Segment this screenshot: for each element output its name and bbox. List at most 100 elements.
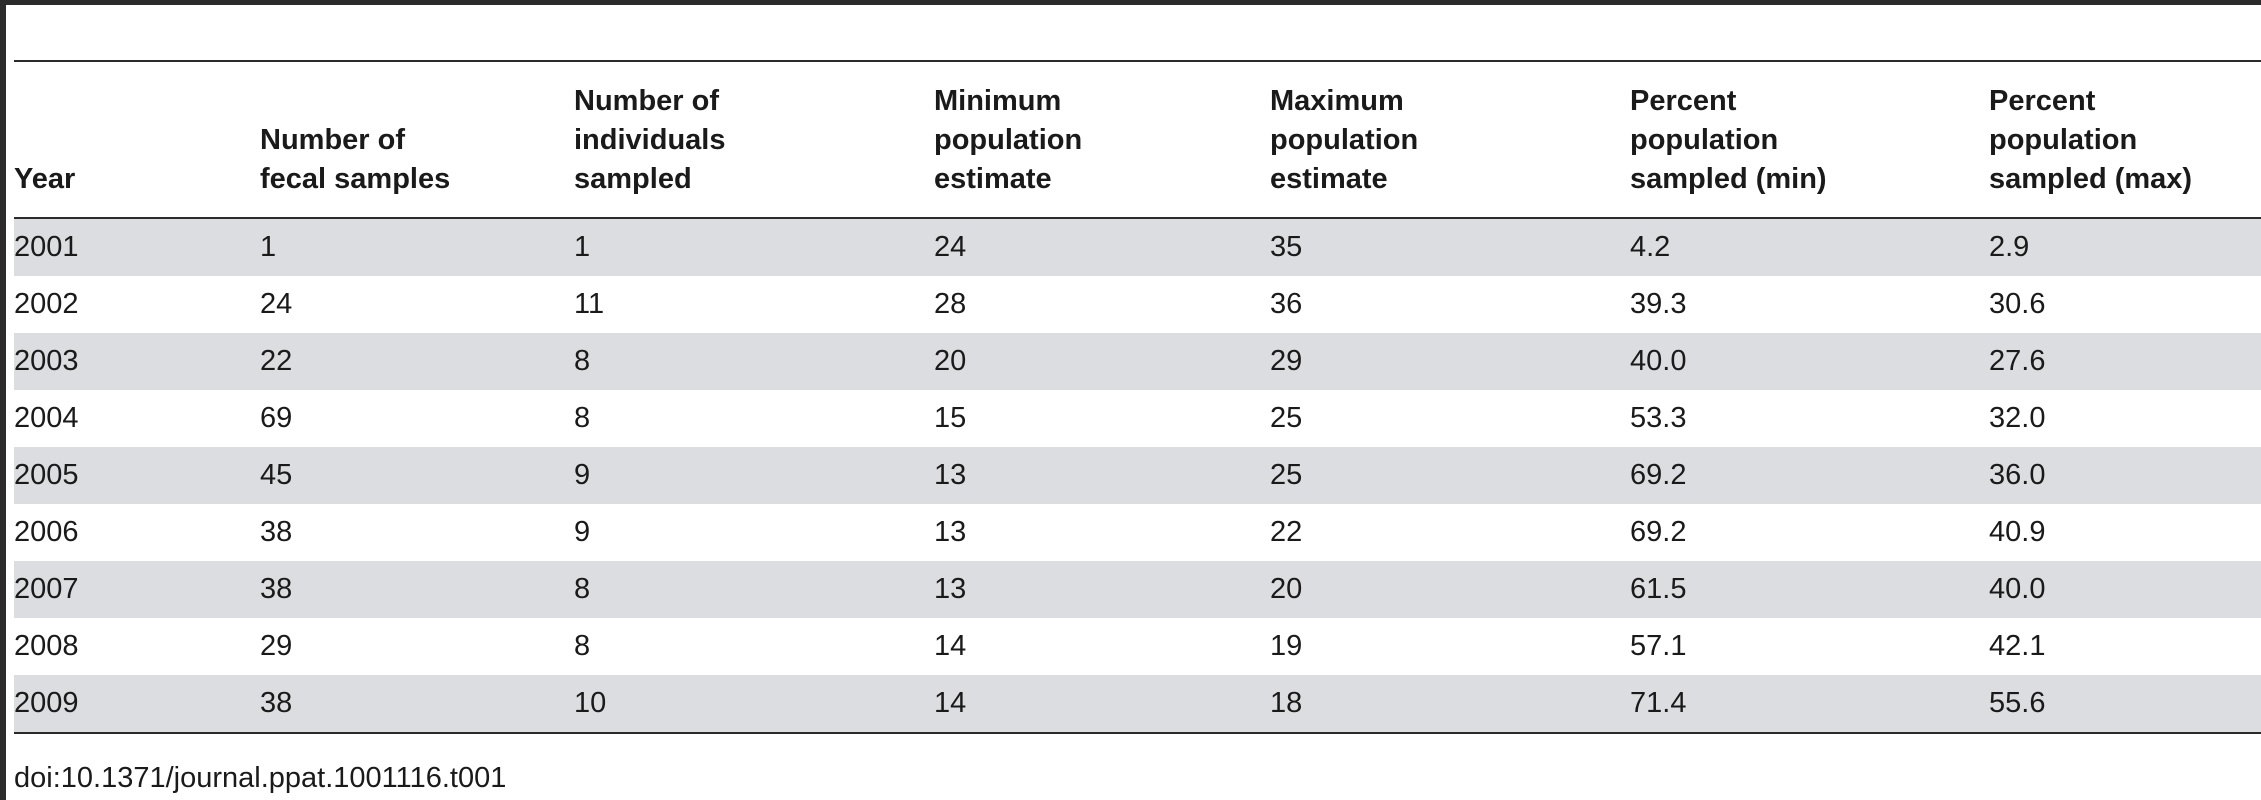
table-row: 2009 38 10 14 18 71.4 55.6 [14,675,2261,733]
cell-fecal-samples: 38 [260,516,293,548]
header-line: sampled (min) [1630,163,1827,195]
header-max-population: Maximum population estimate [1270,61,1630,218]
cell-year: 2005 [14,447,260,504]
cell-fecal-samples: 38 [260,675,574,733]
header-individuals-sampled: Number of individuals sampled [574,61,934,218]
header-line: population [934,124,1083,156]
cell-fecal-samples: 38 [260,561,574,618]
header-line: individuals [574,124,726,156]
header-line: population [1270,124,1419,156]
table-row: 2006 38 9 13 22 69.2 40.9 [14,504,2261,561]
cell-min-population: 24 [934,218,1270,276]
cell-individuals-sampled: 8 [574,402,591,434]
cell-max-population: 29 [1270,333,1630,390]
header-line: fecal samples [260,163,451,195]
table-row: 2004 69 8 15 25 53.3 32.0 [14,390,2261,447]
cell-percent-min: 4.2 [1630,218,1989,276]
cell-year: 2003 [14,333,260,390]
cell-year: 2006 [14,516,79,548]
cell-year: 2004 [14,402,79,434]
header-line: estimate [934,163,1052,195]
cell-individuals-sampled: 11 [574,288,605,320]
left-border [0,0,6,800]
cell-min-population: 14 [934,675,1270,733]
data-table: Year Number of fecal samples Number of i… [14,60,2261,734]
header-line: population [1630,124,1779,156]
cell-max-population: 36 [1270,288,1303,320]
header-percent-min: Percent population sampled (min) [1630,61,1989,218]
cell-individuals-sampled: 10 [574,675,934,733]
cell-year: 2001 [14,218,260,276]
cell-individuals-sampled: 9 [574,516,591,548]
table-row: 2001 1 1 24 35 4.2 2.9 [14,218,2261,276]
cell-individuals-sampled: 1 [574,218,934,276]
cell-percent-min: 69.2 [1630,447,1989,504]
cell-max-population: 18 [1270,675,1630,733]
cell-max-population: 35 [1270,218,1630,276]
cell-individuals-sampled: 8 [574,333,934,390]
cell-min-population: 15 [934,402,967,434]
cell-percent-max: 36.0 [1989,447,2261,504]
cell-percent-min: 57.1 [1630,630,1687,662]
header-line: estimate [1270,163,1388,195]
table-row: 2007 38 8 13 20 61.5 40.0 [14,561,2261,618]
cell-max-population: 19 [1270,630,1303,662]
cell-percent-min: 69.2 [1630,516,1687,548]
header-fecal-samples: Number of fecal samples [260,61,574,218]
cell-percent-max: 30.6 [1989,288,2046,320]
cell-fecal-samples: 69 [260,402,293,434]
cell-min-population: 14 [934,630,967,662]
cell-year: 2002 [14,288,79,320]
header-year: Year [14,61,260,218]
cell-min-population: 13 [934,561,1270,618]
table-header: Year Number of fecal samples Number of i… [14,61,2261,218]
cell-min-population: 20 [934,333,1270,390]
cell-fecal-samples: 1 [260,218,574,276]
header-line: Number of [574,85,719,117]
cell-individuals-sampled: 9 [574,447,934,504]
table-row: 2003 22 8 20 29 40.0 27.6 [14,333,2261,390]
cell-percent-min: 71.4 [1630,675,1989,733]
cell-max-population: 25 [1270,447,1630,504]
table-row: 2005 45 9 13 25 69.2 36.0 [14,447,2261,504]
cell-percent-max: 40.9 [1989,516,2046,548]
table-body: 2001 1 1 24 35 4.2 2.9 2002 24 11 28 36 … [14,218,2261,733]
cell-percent-max: 42.1 [1989,630,2046,662]
cell-percent-max: 32.0 [1989,402,2046,434]
header-percent-max: Percent population sampled (max) [1989,61,2261,218]
cell-individuals-sampled: 8 [574,630,591,662]
cell-individuals-sampled: 8 [574,561,934,618]
cell-year: 2009 [14,675,260,733]
cell-fecal-samples: 24 [260,288,293,320]
cell-max-population: 22 [1270,516,1303,548]
top-border [0,0,2261,5]
header-line: Percent [1630,85,1737,117]
cell-min-population: 13 [934,447,1270,504]
header-line: sampled (max) [1989,163,2193,195]
cell-percent-min: 39.3 [1630,288,1687,320]
header-line: sampled [574,163,692,195]
cell-percent-min: 40.0 [1630,333,1989,390]
cell-percent-min: 53.3 [1630,402,1687,434]
header-line: population [1989,124,2138,156]
header-line: Maximum [1270,85,1404,117]
header-line: Minimum [934,85,1062,117]
cell-min-population: 13 [934,516,967,548]
cell-percent-max: 40.0 [1989,561,2261,618]
cell-year: 2008 [14,630,79,662]
table-row: 2008 29 8 14 19 57.1 42.1 [14,618,2261,675]
header-line: Number of [260,124,405,156]
header-line: Percent [1989,85,2096,117]
cell-percent-max: 27.6 [1989,333,2261,390]
data-table-container: Year Number of fecal samples Number of i… [14,60,2261,734]
cell-max-population: 25 [1270,402,1303,434]
doi-footnote[interactable]: doi:10.1371/journal.ppat.1001116.t001 [14,762,507,794]
cell-percent-max: 55.6 [1989,675,2261,733]
cell-fecal-samples: 29 [260,630,293,662]
cell-year: 2007 [14,561,260,618]
cell-percent-max: 2.9 [1989,218,2261,276]
cell-fecal-samples: 45 [260,447,574,504]
header-min-population: Minimum population estimate [934,61,1270,218]
cell-fecal-samples: 22 [260,333,574,390]
cell-percent-min: 61.5 [1630,561,1989,618]
